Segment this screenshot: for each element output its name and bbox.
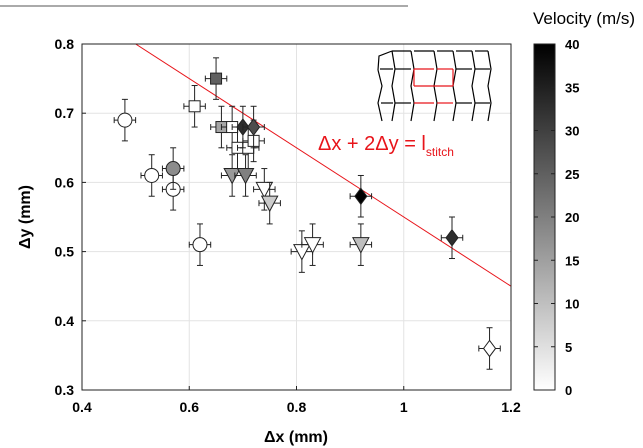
x-tick-label: 1.2 <box>501 399 521 415</box>
data-point-triangle <box>234 154 257 197</box>
data-point-square <box>183 85 206 128</box>
equation-annotation: Δx + 2Δy = lstitch <box>318 133 454 159</box>
y-ticks: 0.3 0.4 0.5 0.6 0.7 0.8 <box>55 36 86 398</box>
fit-line <box>135 44 511 287</box>
colorbar-tick-label: 10 <box>565 297 579 312</box>
triangle-marker <box>352 237 370 254</box>
colorbar-tick-label: 5 <box>565 340 572 355</box>
square-marker <box>188 100 201 113</box>
y-tick-label: 0.4 <box>55 313 75 329</box>
x-tick-label: 0.6 <box>180 399 200 415</box>
data-point-circle <box>140 154 163 197</box>
colorbar-ticks: 0 5 10 15 20 25 30 35 40 <box>534 37 579 398</box>
data-point-circle <box>161 147 185 190</box>
data-point-diamond <box>242 105 265 149</box>
y-tick-label: 0.7 <box>55 105 75 121</box>
colorbar-title: Velocity (m/s) <box>533 9 635 28</box>
diamond-marker <box>354 187 368 206</box>
circle-marker <box>165 161 181 177</box>
y-tick-label: 0.5 <box>55 244 75 260</box>
y-axis-label: Δy (mm) <box>17 185 34 249</box>
stitch-pattern-inset <box>377 50 492 122</box>
data-point-diamond <box>478 327 501 370</box>
circle-marker <box>117 112 133 128</box>
circle-marker <box>144 167 160 183</box>
data-point-diamond <box>440 216 464 260</box>
data-markers <box>113 57 501 370</box>
x-tick-label: 0.4 <box>72 399 92 415</box>
y-tick-label: 0.6 <box>55 174 75 190</box>
data-point-circle <box>188 223 212 266</box>
data-point-triangle <box>349 223 373 266</box>
triangle-marker <box>236 167 255 185</box>
equation-subscript: stitch <box>426 145 454 159</box>
triangle-marker <box>255 181 274 199</box>
x-axis-label: Δx (mm) <box>264 429 328 446</box>
x-tick-label: 0.8 <box>287 399 307 415</box>
colorbar-tick-label: 20 <box>565 210 579 225</box>
colorbar-tick-label: 40 <box>565 37 579 52</box>
triangle-marker <box>260 195 279 213</box>
circle-marker <box>192 237 208 253</box>
data-point-triangle <box>253 168 276 211</box>
data-point-square <box>204 57 228 100</box>
diamond-marker <box>246 118 261 136</box>
colorbar-tick-label: 25 <box>565 167 579 182</box>
x-ticks: 0.4 0.6 0.8 1 1.2 <box>72 386 521 415</box>
colorbar-tick-label: 0 <box>565 383 572 398</box>
y-tick-label: 0.3 <box>55 382 75 398</box>
data-point-triangle <box>301 223 324 266</box>
colorbar-tick-label: 15 <box>565 253 579 268</box>
data-point-triangle <box>258 181 281 225</box>
data-point-diamond <box>231 105 255 149</box>
triangle-marker <box>303 237 322 254</box>
equation-main: Δx + 2Δy = l <box>318 133 426 155</box>
colorbar-tick-label: 30 <box>565 124 579 139</box>
square-marker <box>210 72 223 85</box>
x-tick-label: 1 <box>400 399 408 415</box>
data-point-circle <box>113 98 137 142</box>
diamond-marker <box>445 228 459 247</box>
diamond-marker <box>482 339 497 358</box>
colorbar-tick-label: 35 <box>565 80 579 95</box>
data-point-diamond <box>349 174 373 218</box>
plot-border <box>81 43 512 391</box>
y-tick-label: 0.8 <box>55 36 75 52</box>
